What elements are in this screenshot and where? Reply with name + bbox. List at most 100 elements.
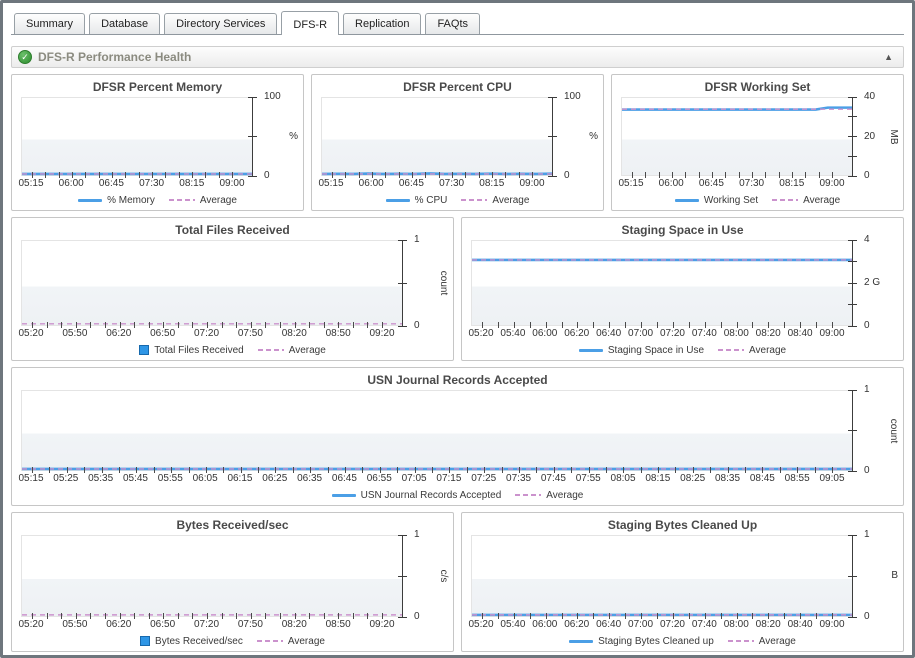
x-axis-track — [632, 98, 833, 178]
tab-directory-services[interactable]: Directory Services — [164, 13, 278, 34]
legend-average-label: Average — [287, 635, 325, 647]
section-title: DFS-R Performance Health — [38, 50, 192, 64]
x-axis-tick — [192, 322, 194, 328]
y-axis-line: 0 100% — [248, 92, 298, 181]
y-axis-line: 0 2 G 4 — [848, 235, 898, 331]
plot-canvas — [22, 391, 852, 470]
legend-average-label: Average — [492, 194, 530, 206]
x-axis-tick — [85, 172, 87, 178]
x-tick-label: 05:15 — [318, 178, 344, 189]
y-axis-tick — [548, 175, 557, 177]
legend-line-swatch-icon — [331, 493, 356, 497]
x-axis-tick — [163, 613, 165, 619]
legend-line-swatch-icon — [569, 639, 594, 643]
x-axis-tick — [221, 322, 223, 328]
chart-row-2: Total Files Received 05:20 05:50 06:20 06:50… — [11, 217, 904, 361]
plot-area[interactable] — [621, 97, 852, 178]
x-axis-tick — [119, 613, 121, 619]
y-tick-label: 0 — [264, 170, 270, 181]
x-tick-label: 06:20 — [106, 619, 132, 630]
plot-area[interactable] — [471, 535, 852, 619]
chart-row-3: USN Journal Records Accepted 05:15 05:25 05… — [11, 367, 904, 506]
x-axis-tick — [688, 613, 690, 619]
tab-database[interactable]: Database — [89, 13, 161, 34]
x-axis-tick — [49, 467, 51, 473]
x-axis-tick — [432, 467, 433, 473]
x-tick-label: 05:40 — [500, 619, 526, 630]
x-axis-tick — [153, 467, 155, 473]
x-tick-label: 07:25 — [471, 473, 497, 484]
x-axis-tick — [367, 322, 369, 328]
plot-canvas — [22, 98, 252, 175]
x-tick-label: 06:45 — [398, 178, 424, 189]
x-axis-tick — [309, 322, 311, 328]
plot-stack: 05:20 05:50 06:20 06:50 07:20 07:50 08:20 08:50… — [17, 535, 402, 633]
y-axis-tick — [848, 389, 857, 391]
x-axis-tick — [177, 613, 179, 619]
x-axis-tick — [536, 467, 538, 473]
x-tick-label: 06:35 — [297, 473, 323, 484]
chart-body: 05:20 05:50 06:20 06:50 07:20 07:50 08:20 08:50… — [17, 530, 449, 633]
x-axis-tick — [412, 172, 413, 178]
plot-area[interactable] — [471, 240, 852, 328]
chart-title: Staging Space in Use — [621, 223, 744, 237]
plot-area[interactable] — [21, 240, 402, 328]
x-axis-tick — [258, 467, 260, 473]
legend-series-item: % CPU — [385, 195, 447, 206]
plot-area[interactable] — [21, 535, 402, 619]
tab-replication[interactable]: Replication — [343, 13, 422, 34]
x-tick-label: 06:05 — [192, 473, 218, 484]
x-axis-tick — [61, 322, 63, 328]
x-axis-tick — [292, 467, 294, 473]
x-axis-tick — [192, 172, 193, 178]
tab-bar: Summary Database Directory Services DFS-… — [11, 7, 904, 35]
legend: Staging Space in Use Average — [467, 342, 898, 358]
x-axis-tick — [362, 467, 364, 473]
x-axis-tick — [784, 613, 786, 619]
tab-summary[interactable]: Summary — [14, 13, 86, 34]
x-axis-tick — [712, 172, 713, 178]
x-axis-tick — [529, 322, 531, 328]
tab-dfs-r[interactable]: DFS-R — [281, 11, 340, 35]
x-tick-label: 08:50 — [325, 619, 351, 630]
x-tick-label: 05:25 — [53, 473, 79, 484]
x-axis-tick — [379, 467, 381, 473]
legend-average-label: Average — [288, 344, 326, 356]
tab-faqts[interactable]: FAQts — [425, 13, 480, 34]
chart-staging-space-in-use: Staging Space in Use 05:20 05:40 06:00 06:20… — [461, 217, 904, 361]
legend-line-swatch-icon — [578, 348, 603, 352]
x-axis-tick — [561, 322, 563, 328]
plot-area[interactable] — [321, 97, 552, 178]
legend-dash-swatch-icon — [718, 349, 745, 351]
x-axis-tick — [797, 467, 799, 473]
collapse-section-icon[interactable]: ▲ — [884, 52, 893, 62]
plot-area[interactable] — [21, 390, 852, 473]
x-tick-label: 05:35 — [88, 473, 114, 484]
x-axis-tick — [104, 613, 106, 619]
x-axis-tick — [593, 322, 595, 328]
x-axis-track — [482, 536, 833, 619]
x-tick-label: 06:00 — [532, 328, 558, 339]
x-axis-tick — [657, 322, 658, 328]
x-axis-tick — [577, 322, 579, 328]
legend-series-label: Staging Space in Use — [607, 344, 705, 356]
x-tick-label: 08:55 — [784, 473, 810, 484]
chart-title: Bytes Received/sec — [176, 518, 289, 532]
x-axis-tick — [640, 467, 642, 473]
x-axis-tick — [704, 322, 706, 328]
x-axis-tick — [148, 613, 150, 619]
x-tick-label: 07:20 — [659, 328, 685, 339]
x-tick-label: 06:50 — [150, 619, 176, 630]
x-tick-label: 06:20 — [564, 328, 590, 339]
x-axis-tick — [688, 322, 690, 328]
y-axis-tick — [398, 616, 407, 618]
x-axis-tick — [250, 613, 252, 619]
x-axis-tick — [482, 322, 483, 328]
x-axis-tick — [752, 172, 753, 178]
x-axis-tick — [279, 613, 281, 619]
plot-area[interactable] — [21, 97, 252, 178]
legend-average-item: Average — [718, 345, 786, 356]
x-tick-label: 07:30 — [439, 178, 465, 189]
x-axis-tick — [367, 613, 369, 619]
